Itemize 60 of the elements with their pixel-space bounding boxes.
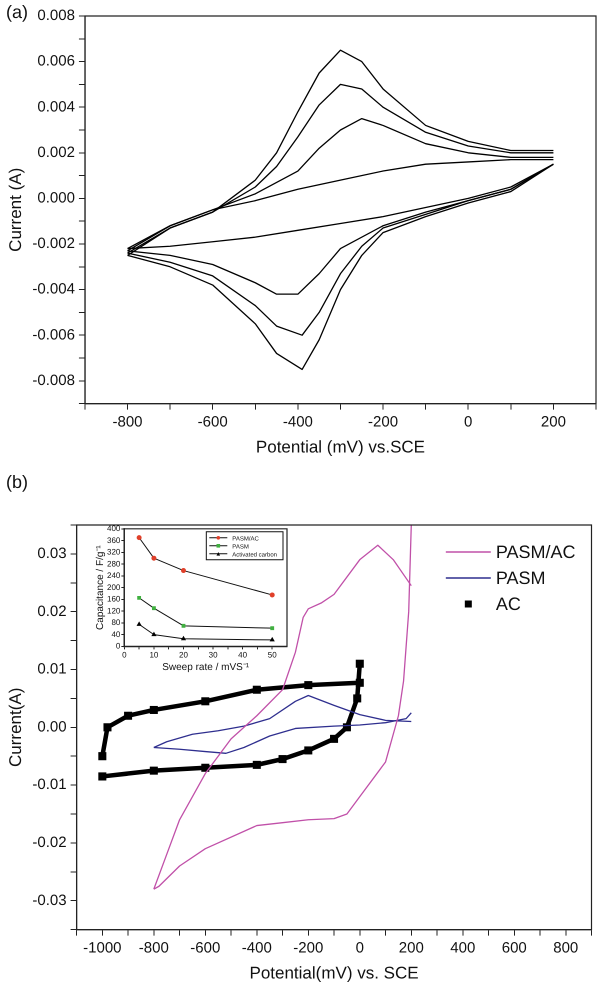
x-axis-title: Potential(mV) vs. SCE: [249, 963, 419, 982]
y-tick-label: -0.01: [32, 776, 67, 794]
x-tick-label: 800: [553, 940, 578, 957]
y-tick-label: 0.000: [37, 190, 75, 207]
legend-label: PASM: [496, 568, 546, 588]
x-tick-label: 40: [238, 650, 248, 660]
y-tick-label: -0.004: [32, 280, 75, 298]
x-tick-label: 0: [356, 940, 364, 957]
y-tick-label: 0.002: [37, 144, 75, 161]
x-tick-label: -1000: [83, 940, 122, 957]
x-tick-label: -600: [198, 414, 228, 431]
y-tick-label: 0.006: [37, 52, 75, 70]
y-tick-label: 160: [106, 594, 121, 604]
x-tick-label: 0: [464, 414, 472, 431]
y-tick-label: 280: [106, 559, 121, 568]
x-tick-label: 200: [540, 414, 566, 431]
chart-title: (b): [6, 472, 28, 493]
y-tick-label: 120: [106, 606, 121, 616]
x-tick-label: -800: [138, 940, 169, 957]
x-tick-label: -400: [242, 940, 272, 957]
y-tick-label: 0: [116, 642, 121, 651]
y-tick-label: -0.02: [32, 834, 67, 852]
x-tick-label: 50: [268, 650, 278, 660]
x-tick-label: 20: [179, 650, 188, 660]
x-axis-title: Sweep rate / mVS⁻¹: [162, 662, 250, 673]
x-tick-label: -600: [190, 940, 220, 957]
y-tick-label: 0.03: [37, 545, 67, 562]
x-tick-label: 200: [398, 940, 424, 957]
y-tick-label: 0.02: [37, 602, 67, 620]
x-tick-label: -200: [293, 940, 324, 957]
y-tick-label: -0.006: [32, 326, 75, 344]
x-tick-label: -800: [112, 414, 143, 431]
y-tick-label: 0.008: [37, 7, 75, 24]
x-axis-title: Potential (mV) vs.SCE: [256, 437, 426, 456]
y-tick-label: 80: [111, 618, 121, 628]
y-tick-label: 360: [106, 536, 121, 545]
x-tick-label: 600: [502, 940, 527, 957]
legend-label: PASM/AC: [496, 542, 576, 562]
x-tick-label: -400: [282, 414, 313, 431]
chart-title: (a): [6, 2, 28, 23]
y-tick-label: -0.008: [32, 372, 75, 389]
y-tick-label: 0.01: [37, 660, 67, 678]
y-axis-title: Current (A): [6, 168, 25, 252]
x-tick-label: -200: [368, 414, 398, 431]
x-tick-label: 10: [149, 650, 159, 660]
y-tick-label: 0.00: [37, 718, 67, 736]
y-tick-label: 40: [111, 630, 121, 639]
x-tick-label: 400: [450, 940, 476, 957]
x-tick-label: 30: [208, 650, 218, 660]
y-tick-label: -0.03: [32, 892, 67, 909]
legend-label: AC: [496, 594, 521, 614]
y-tick-label: 240: [106, 571, 121, 580]
y-tick-label: 400: [106, 524, 121, 534]
y-tick-label: 0.004: [37, 98, 75, 116]
y-tick-label: -0.002: [32, 235, 75, 252]
y-tick-label: 320: [106, 548, 121, 557]
y-axis-title: Current(A): [6, 688, 25, 767]
x-tick-label: 0: [122, 650, 128, 660]
y-axis-title: Capacitance / F/g⁻¹: [94, 544, 106, 630]
y-tick-label: 200: [106, 582, 121, 592]
